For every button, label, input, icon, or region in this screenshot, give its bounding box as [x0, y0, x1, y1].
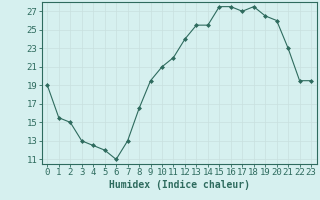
X-axis label: Humidex (Indice chaleur): Humidex (Indice chaleur)	[109, 180, 250, 190]
